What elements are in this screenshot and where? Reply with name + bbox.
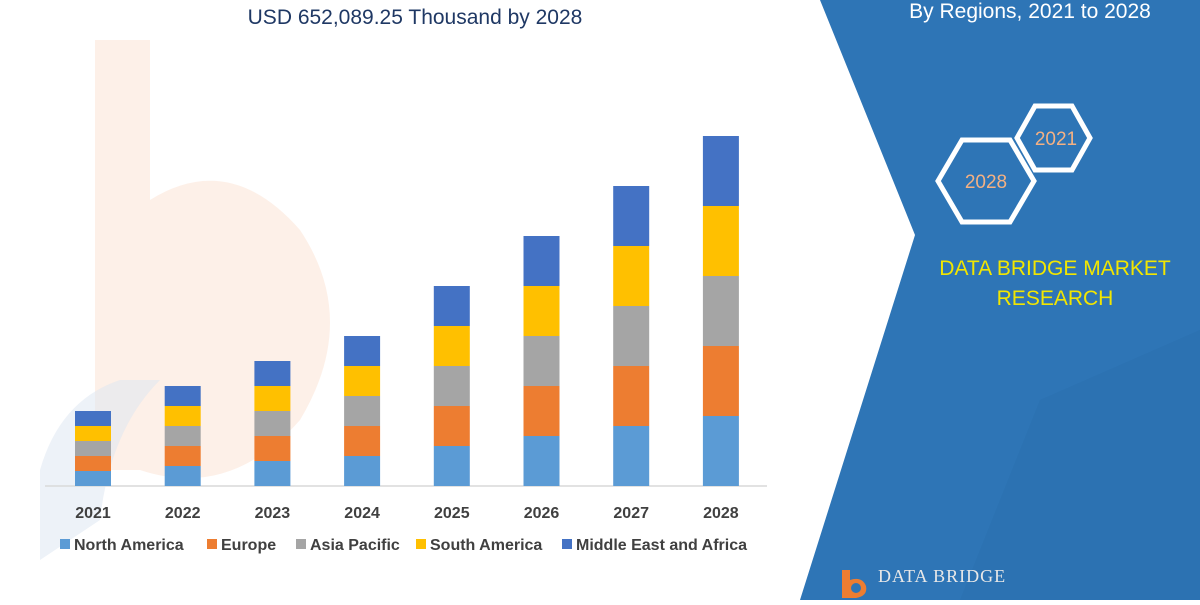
x-tick-2026: 2026 xyxy=(524,505,560,522)
bar-2027-europe xyxy=(613,366,650,426)
legend-swatch-asia-pacific xyxy=(296,539,306,549)
bar-2024-south-america xyxy=(344,366,381,396)
bar-2025-middle-east-and-africa xyxy=(433,286,470,326)
brand-line-2: RESEARCH xyxy=(996,287,1114,310)
legend-label-middle-east-and-africa: Middle East and Africa xyxy=(576,537,747,554)
brand-line-1: DATA BRIDGE MARKET xyxy=(939,257,1171,280)
hexagon-2028-icon xyxy=(935,137,1037,225)
bar-2027-middle-east-and-africa xyxy=(613,186,650,246)
x-tick-2021: 2021 xyxy=(75,505,111,522)
bar-2026-middle-east-and-africa xyxy=(523,236,560,286)
badge-2028: 2028 xyxy=(965,172,1007,193)
badge-2021: 2021 xyxy=(1035,129,1077,150)
bar-2025-south-america xyxy=(433,326,470,366)
bar-2026-south-america xyxy=(523,286,560,336)
bar-2027-north-america xyxy=(613,426,650,486)
bar-2026-asia-pacific xyxy=(523,336,560,386)
hexagon-2021-icon xyxy=(1014,103,1093,173)
bar-2023-asia-pacific xyxy=(254,411,291,436)
bar-2028-asia-pacific xyxy=(702,276,739,346)
x-tick-2025: 2025 xyxy=(434,505,470,522)
logo-text: DATA BRIDGE xyxy=(878,566,1007,586)
brand-name: DATA BRIDGE MARKET RESEARCH xyxy=(915,254,1195,314)
bar-2028-north-america xyxy=(702,416,739,486)
company-logo: DATA BRIDGE xyxy=(836,566,1036,600)
legend-label-europe: Europe xyxy=(221,537,276,554)
bar-2024-middle-east-and-africa xyxy=(344,336,381,366)
bar-2026-north-america xyxy=(523,436,560,486)
legend-swatch-north-america xyxy=(60,539,70,549)
bar-2022-middle-east-and-africa xyxy=(164,386,201,406)
bar-2025-north-america xyxy=(433,446,470,486)
bar-2027-south-america xyxy=(613,246,650,306)
bar-2021-asia-pacific xyxy=(75,441,111,456)
bar-2025-europe xyxy=(433,406,470,446)
x-tick-2024: 2024 xyxy=(344,505,380,522)
bar-2025-asia-pacific xyxy=(433,366,470,406)
x-tick-labels: 2021 2022 2023 2024 2025 2026 2027 2028 xyxy=(75,505,739,522)
x-tick-2022: 2022 xyxy=(165,505,201,522)
bar-2023-south-america xyxy=(254,386,291,411)
bar-2022-asia-pacific xyxy=(164,426,201,446)
bar-2021-middle-east-and-africa xyxy=(75,411,111,426)
bars-group xyxy=(75,136,739,486)
bar-2026-europe xyxy=(523,386,560,436)
bar-2028-south-america xyxy=(702,206,739,276)
bar-2027-asia-pacific xyxy=(613,306,650,366)
panel-title: By Regions, 2021 to 2028 xyxy=(909,0,1151,23)
legend-label-asia-pacific: Asia Pacific xyxy=(310,537,400,554)
bar-2021-europe xyxy=(75,456,111,471)
bar-2021-north-america xyxy=(75,471,111,486)
bar-2028-middle-east-and-africa xyxy=(702,136,739,206)
legend-swatch-middle-east-and-africa xyxy=(562,539,572,549)
x-tick-2028: 2028 xyxy=(703,505,739,522)
bar-2023-middle-east-and-africa xyxy=(254,361,291,386)
chart-subtitle: USD 652,089.25 Thousand by 2028 xyxy=(247,6,583,29)
bar-2023-north-america xyxy=(254,461,291,486)
legend-swatch-south-america xyxy=(416,539,426,549)
logo-icon xyxy=(842,570,867,598)
legend-label-north-america: North America xyxy=(74,537,184,554)
bar-2021-south-america xyxy=(75,426,111,441)
bar-2023-europe xyxy=(254,436,291,461)
bar-2024-europe xyxy=(344,426,381,456)
x-tick-2023: 2023 xyxy=(255,505,291,522)
bar-2024-asia-pacific xyxy=(344,396,381,426)
bar-2028-europe xyxy=(702,346,739,416)
legend-label-south-america: South America xyxy=(430,537,542,554)
x-tick-2027: 2027 xyxy=(613,505,649,522)
bar-2022-europe xyxy=(164,446,201,466)
legend-swatch-europe xyxy=(207,539,217,549)
legend: North America Europe Asia Pacific South Ame… xyxy=(60,537,747,554)
bar-2022-north-america xyxy=(164,466,201,486)
bar-2024-north-america xyxy=(344,456,381,486)
bar-2022-south-america xyxy=(164,406,201,426)
